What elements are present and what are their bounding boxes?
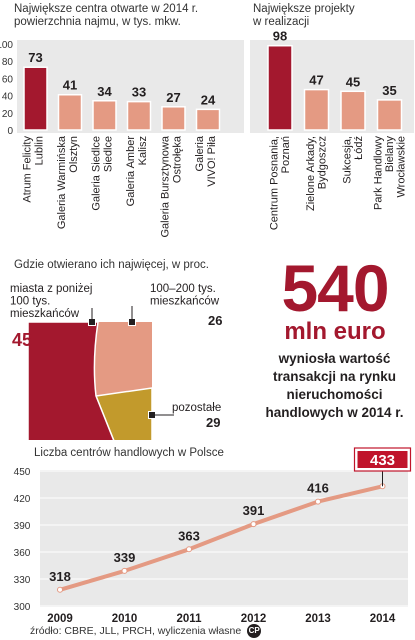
chart2-bar xyxy=(267,44,293,131)
chart2-data-label: 47 xyxy=(309,73,323,88)
chart4-data-label: 339 xyxy=(114,550,136,565)
chart1-data-label: 24 xyxy=(201,92,216,107)
chart3-value-other: 29 xyxy=(206,415,220,430)
chart4-title: Liczba centrów handlowych w Polsce xyxy=(34,447,224,459)
chart3-label-mid: 100–200 tys. mieszkańców xyxy=(150,283,220,308)
chart1-category-label: Galeria BursztynowaOstrołęka xyxy=(160,135,184,237)
chart1-category-label: Galeria AmberKalisz xyxy=(125,136,149,207)
publisher-logo: CP xyxy=(247,624,262,639)
chart1-category-label: Atrum FelicityLublin xyxy=(22,136,46,203)
chart1-ytick: 60 xyxy=(2,74,14,85)
chart1-ytick: 100 xyxy=(0,40,13,51)
chart1-data-label: 41 xyxy=(63,78,77,93)
chart1-bar xyxy=(161,106,186,131)
chart4-ytick: 450 xyxy=(14,467,31,478)
chart1-category-label: Galeria WarmińskaOlsztyn xyxy=(56,135,80,229)
chart4-point xyxy=(186,546,192,553)
chart3-title: Gdzie otwierano ich najwięcej, w proc. xyxy=(14,259,209,271)
chart3-svg: miasta z poniżej 100 tys. mieszkańców 45 100… xyxy=(10,283,222,440)
chart1-category-label: GaleriaVIVO! Piła xyxy=(194,135,218,187)
chart4-ytick: 390 xyxy=(14,521,31,532)
chart1-title: Największe centra otwarte w 2014 r. powi… xyxy=(14,3,199,28)
chart1-category-text: Galeria WarmińskaOlsztyn xyxy=(56,135,80,229)
chart4-panel xyxy=(40,470,408,607)
chart4-data-label: 391 xyxy=(243,503,265,518)
source-text: źródło: CBRE, JLL, PRCH, wyliczenia włas… xyxy=(30,625,242,637)
chart4-xtick: 2013 xyxy=(305,613,331,625)
chart1-bar xyxy=(195,108,221,131)
chart2-svg: 98 Centrum Posnania,Poznań 47 Zielone Arkad… xyxy=(267,30,408,230)
chart2-bar xyxy=(303,88,330,131)
chart1-category-text: Galeria BursztynowaOstrołęka xyxy=(160,135,184,237)
chart4-data-label: 416 xyxy=(307,481,329,496)
chart1-ytick: 40 xyxy=(2,92,14,103)
chart3-label-small-towns: miasta z poniżej 100 tys. mieszkańców xyxy=(10,283,92,320)
chart4-ytick: 330 xyxy=(14,575,31,586)
chart1-svg: 0 20 40 60 80 100 73 Atrum FelicityLublin 41 Gale… xyxy=(0,40,221,238)
chart2-bar xyxy=(376,99,403,131)
chart1-data-label: 27 xyxy=(166,90,180,105)
chart4-ytick: 300 xyxy=(14,602,31,613)
chart4-point xyxy=(250,521,257,528)
highlight-number: 540 xyxy=(281,251,389,325)
chart4-data-label: 433 xyxy=(370,452,395,469)
chart1-ytick: 0 xyxy=(7,126,13,137)
chart1-category-text: Atrum FelicityLublin xyxy=(22,136,46,203)
chart4-point xyxy=(315,498,321,505)
chart1-category-text: Galeria SiedlceSiedlce xyxy=(91,136,115,211)
chart4-xtick: 2011 xyxy=(177,613,203,625)
chart1-data-label: 73 xyxy=(28,50,42,65)
chart3-label-other: pozostałe xyxy=(172,402,221,414)
chart4-series-line xyxy=(58,484,385,592)
chart2-category-text: Zielone Arkady,Bydgoszcz xyxy=(305,136,329,211)
chart1-ytick: 80 xyxy=(2,57,14,68)
chart4-point xyxy=(121,567,128,574)
highlight-unit: mln euro xyxy=(284,318,386,345)
chart1-data-label: 33 xyxy=(132,85,146,100)
chart1-ytick: 20 xyxy=(2,109,14,120)
chart1-category-label: Galeria SiedlceSiedlce xyxy=(91,136,115,211)
chart3-value-small-towns: 45 xyxy=(12,330,32,350)
chart4-data-label: 363 xyxy=(178,528,200,543)
chart1-bar xyxy=(23,66,48,131)
chart1-category-text: GaleriaVIVO! Piła xyxy=(194,135,218,187)
chart2-category-label: Centrum Posnania,Poznań xyxy=(269,136,293,230)
chart2-category-label: Sukcesja,Łódź xyxy=(342,136,366,184)
chart1-bar xyxy=(92,100,117,131)
chart2-data-label: 98 xyxy=(273,30,287,44)
chart2-title: Największe projekty w realizacji xyxy=(253,3,355,28)
chart4-xtick: 2012 xyxy=(241,613,267,625)
chart2-category-label: Park HandlowyBielanyWrocławskie xyxy=(373,136,408,210)
chart1-category-text: Galeria AmberKalisz xyxy=(125,136,149,207)
chart3-slice-small-towns xyxy=(27,321,115,440)
chart2-data-label: 35 xyxy=(382,83,396,98)
chart4-xtick: 2014 xyxy=(370,613,396,625)
chart2-category-text: Park HandlowyBielanyWrocławskie xyxy=(373,136,408,210)
chart1-bar xyxy=(126,100,152,131)
chart2-category-text: Sukcesja,Łódź xyxy=(342,136,366,184)
chart4-xtick: 2009 xyxy=(47,613,73,625)
chart4-xtick: 2010 xyxy=(112,613,138,625)
chart4-data-label: 318 xyxy=(49,569,71,584)
chart1-bar xyxy=(57,93,83,131)
chart4-point xyxy=(57,586,63,593)
chart2-category-label: Zielone Arkady,Bydgoszcz xyxy=(305,136,329,211)
chart4-svg: 300 330 360 390 420 450 318 2009 339 2010 363 2011 3… xyxy=(14,447,412,625)
source-note: źródło: CBRE, JLL, PRCH, wyliczenia włas… xyxy=(30,624,262,639)
chart2-category-text: Centrum Posnania,Poznań xyxy=(269,136,293,230)
chart2-bar xyxy=(340,90,366,131)
chart4-ytick: 420 xyxy=(14,494,31,505)
chart2-data-label: 45 xyxy=(346,74,360,89)
chart4-badge-fill xyxy=(357,451,408,468)
highlight-text: wyniosła wartość transakcji na rynku nie… xyxy=(265,351,404,420)
chart4-ytick: 360 xyxy=(14,548,31,559)
chart1-data-label: 34 xyxy=(97,84,112,99)
chart3-value-mid: 26 xyxy=(208,313,222,328)
